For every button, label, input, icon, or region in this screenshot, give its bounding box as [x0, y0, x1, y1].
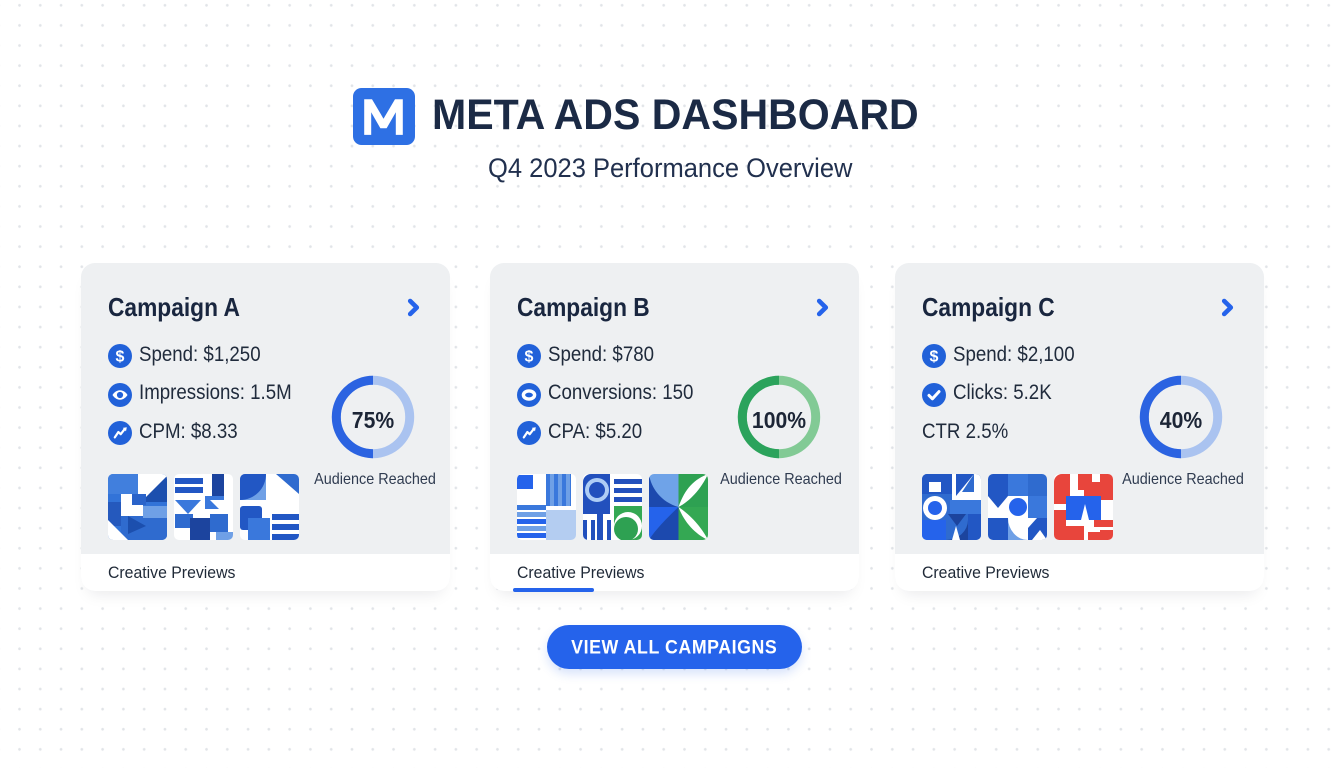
svg-text:$: $	[930, 349, 939, 366]
svg-text:$: $	[525, 349, 534, 366]
svg-text:$: $	[116, 349, 125, 366]
